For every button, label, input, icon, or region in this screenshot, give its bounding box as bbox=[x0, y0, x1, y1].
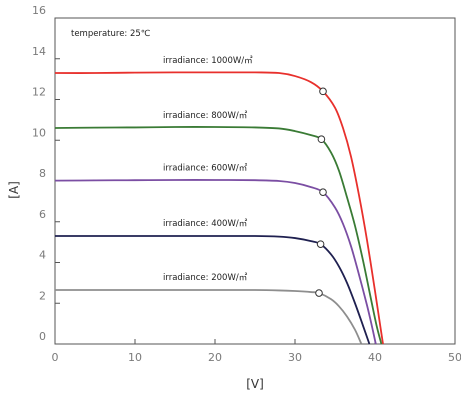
mpp-marker bbox=[316, 240, 325, 248]
y-tick-label: 16 bbox=[32, 4, 46, 17]
y-tick-label: 4 bbox=[39, 249, 46, 262]
mpp-marker bbox=[319, 87, 327, 96]
y-tick-label: 8 bbox=[39, 167, 46, 180]
series-line bbox=[55, 289, 363, 345]
series-line bbox=[54, 126, 383, 345]
series-label: irradiance: 400W/㎡ bbox=[163, 219, 248, 229]
y-tick-label: 10 bbox=[32, 126, 46, 139]
y-tick-label: 6 bbox=[39, 208, 46, 221]
x-tick-label: 50 bbox=[448, 351, 461, 364]
series-labels: irradiance: 1000W/㎡ irradiance: 800W/㎡ irr… bbox=[163, 56, 253, 283]
mpp-marker bbox=[317, 135, 326, 144]
x-tick-label: 30 bbox=[288, 351, 302, 364]
series-line bbox=[55, 235, 371, 345]
series-label: irradiance: 200W/㎡ bbox=[163, 273, 248, 283]
y-tick-label: 2 bbox=[39, 289, 46, 302]
series-line bbox=[54, 71, 384, 345]
x-tick-label: 40 bbox=[368, 351, 382, 364]
max-power-points bbox=[315, 87, 327, 297]
y-axis-label: [A] bbox=[7, 181, 21, 199]
series-line bbox=[54, 179, 377, 345]
series-group bbox=[54, 71, 384, 345]
x-tick-label: 20 bbox=[208, 351, 222, 364]
y-tick-label: 14 bbox=[32, 45, 46, 58]
x-tick-label: 10 bbox=[128, 351, 142, 364]
y-tick-label: 12 bbox=[32, 86, 46, 99]
y-tick-label: 0 bbox=[39, 330, 46, 343]
series-label: irradiance: 600W/㎡ bbox=[163, 164, 248, 174]
temperature-annotation: temperature: 25℃ bbox=[71, 29, 151, 39]
x-tick-label: 0 bbox=[52, 351, 59, 364]
mpp-marker bbox=[319, 188, 327, 197]
series-label: irradiance: 1000W/㎡ bbox=[163, 56, 253, 66]
y-axis: 0 2 4 6 8 10 12 14 16 bbox=[32, 4, 60, 345]
x-axis: 0 10 20 30 40 50 bbox=[52, 339, 461, 364]
x-axis-label: [V] bbox=[246, 377, 264, 391]
series-label: irradiance: 800W/㎡ bbox=[163, 111, 248, 121]
mpp-marker bbox=[315, 289, 323, 297]
